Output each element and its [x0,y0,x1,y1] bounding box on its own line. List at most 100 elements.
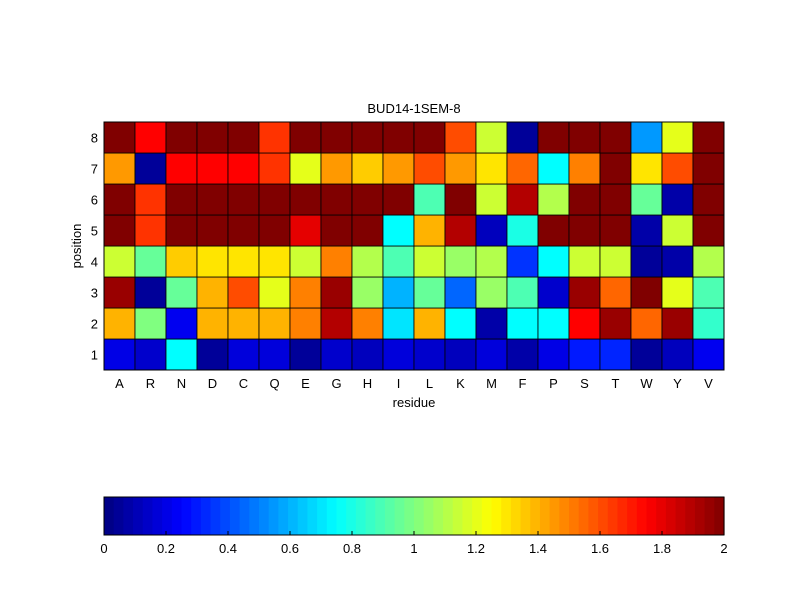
heatmap-cell [103,307,136,340]
colorbar-swatch [510,497,522,535]
y-tick-label: 7 [91,162,98,177]
colorbar-tick-label: 1.4 [529,541,547,556]
heatmap-cell [630,214,663,247]
colorbar-tick-label: 1 [410,541,417,556]
heatmap-cell [506,121,539,154]
x-tick-label: Q [269,376,279,391]
heatmap-cell [227,307,260,340]
heatmap-cell [506,183,539,216]
heatmap-cell [692,338,725,371]
heatmap-cell [351,121,384,154]
colorbar-swatch [665,497,677,535]
heatmap-cell [630,121,663,154]
colorbar-swatch [452,497,464,535]
colorbar-swatch [433,497,444,535]
heatmap-cell [289,214,322,247]
heatmap-cell [661,214,694,247]
colorbar-swatch [133,497,144,535]
x-axis-label: residue [393,395,436,410]
colorbar-swatch [685,497,696,535]
heatmap-cell [444,152,477,185]
heatmap-cell [320,183,353,216]
heatmap-cell [258,338,291,371]
heatmap-cell [599,214,632,247]
heatmap-cell [382,276,415,309]
heatmap-cell [692,152,725,185]
colorbar-swatch [617,497,628,535]
heatmap-cell [630,276,663,309]
heatmap-cell [537,214,570,247]
colorbar-swatch [549,497,560,535]
x-tick-label: N [177,376,186,391]
heatmap-cell [413,245,446,278]
heatmap-cell [258,276,291,309]
heatmap-cell [413,338,446,371]
heatmap-cell [537,245,570,278]
heatmap-cell [289,276,322,309]
y-tick-label: 1 [91,348,98,363]
heatmap-cell [661,307,694,340]
heatmap-cell [413,121,446,154]
heatmap-cell [351,152,384,185]
heatmap-cell [413,214,446,247]
colorbar-swatch [520,497,531,535]
heatmap-cell [196,276,229,309]
heatmap-cell [289,245,322,278]
colorbar-swatch [346,497,357,535]
heatmap-cell [537,276,570,309]
heatmap-cell [351,245,384,278]
colorbar-swatch [559,497,570,535]
heatmap-cell [599,152,632,185]
colorbar-swatch [375,497,386,535]
colorbar-swatch [627,497,638,535]
colorbar-swatch [481,497,493,535]
heatmap-cell [196,245,229,278]
colorbar-swatch [278,497,289,535]
heatmap-cell [568,245,601,278]
heatmap-cell [413,183,446,216]
plot-frame [103,121,725,371]
colorbar-swatch [249,497,260,535]
heatmap-cell [382,214,415,247]
colorbar-swatch [588,497,599,535]
heatmap-cell [661,183,694,216]
heatmap-cell [599,338,632,371]
heatmap-cell [599,276,632,309]
heatmap-cell [103,245,136,278]
y-tick-label: 3 [91,286,98,301]
colorbar-swatch [307,497,318,535]
colorbar-swatch [171,497,183,535]
heatmap-cell [630,338,663,371]
x-tick-label: I [397,376,401,391]
colorbar-swatch [229,497,241,535]
heatmap-cell [475,307,508,340]
colorbar-tick-label: 0.2 [157,541,175,556]
y-tick-label: 2 [91,317,98,332]
heatmap-cell [661,121,694,154]
heatmap-cell [103,276,136,309]
heatmap-cell [165,214,198,247]
x-tick-label: C [239,376,248,391]
heatmap-cell [506,307,539,340]
heatmap-cell [165,245,198,278]
heatmap-cell [196,183,229,216]
colorbar-swatch [539,497,551,535]
colorbar-tick-label: 0.8 [343,541,361,556]
heatmap-cell [134,183,167,216]
heatmap-cell [630,307,663,340]
heatmap-cell [475,214,508,247]
heatmap-cell [568,214,601,247]
heatmap-cell [599,121,632,154]
heatmap-cell [475,338,508,371]
heatmap-cell [351,183,384,216]
heatmap-cell [630,183,663,216]
x-tick-label: E [301,376,310,391]
colorbar-swatch [704,497,715,535]
colorbar-tick-label: 1.6 [591,541,609,556]
heatmap-cell [661,338,694,371]
heatmap-cell [475,276,508,309]
heatmap-cell [444,338,477,371]
colorbar-swatch [472,497,483,535]
